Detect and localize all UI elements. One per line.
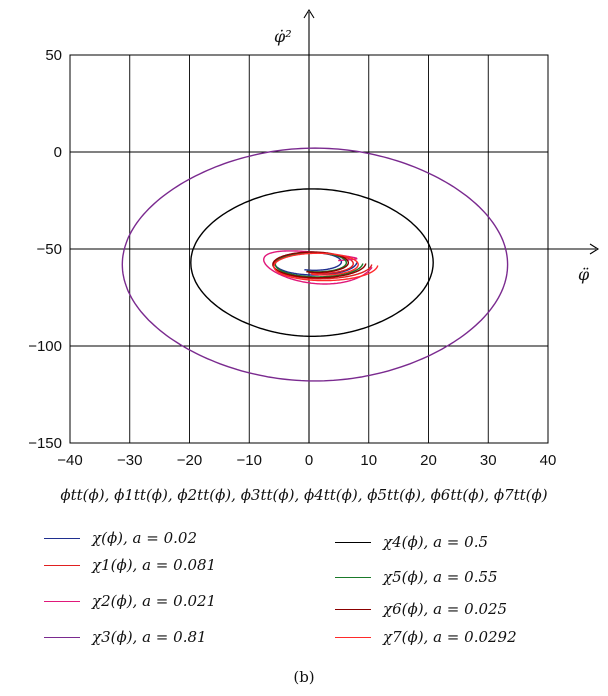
legend-label: χ1(ϕ), a = 0.081 <box>92 556 217 574</box>
legend-item: χ7(ϕ), a = 0.0292 <box>335 626 517 648</box>
legend-label: χ3(ϕ), a = 0.81 <box>92 628 207 646</box>
legend-label: χ7(ϕ), a = 0.0292 <box>383 628 517 646</box>
x-tick-label: −30 <box>117 452 142 469</box>
legend-swatch <box>335 636 371 638</box>
y-axis-label: φ̇² <box>274 27 292 46</box>
y-tick-label: −150 <box>28 435 62 452</box>
x-tick-label: −10 <box>237 452 262 469</box>
x-tick-label: 10 <box>360 452 377 469</box>
y-tick-label: 50 <box>45 47 62 64</box>
y-tick-label: −50 <box>37 241 62 258</box>
x-tick-label: 0 <box>305 452 313 469</box>
legend-label: χ5(ϕ), a = 0.55 <box>383 568 498 586</box>
legend-swatch <box>44 636 80 638</box>
legend-item: χ6(ϕ), a = 0.025 <box>335 598 507 620</box>
legend-swatch <box>44 537 80 539</box>
series-line-7 <box>273 252 379 282</box>
y-axis-arrow <box>303 8 315 19</box>
figure-caption: (b) <box>293 668 315 686</box>
legend-item: χ5(ϕ), a = 0.55 <box>335 566 498 588</box>
axes <box>70 8 600 443</box>
legend-swatch <box>44 600 80 602</box>
legend-label: χ2(ϕ), a = 0.021 <box>92 592 217 610</box>
x-axis-label: φ̈ <box>578 265 590 284</box>
series-line-6 <box>272 251 367 279</box>
series-line-3 <box>121 147 509 382</box>
series-line-2 <box>263 250 373 285</box>
legend-label: χ6(ϕ), a = 0.025 <box>383 600 508 618</box>
x-axis-arrow <box>589 243 600 255</box>
legend-label: χ4(ϕ), a = 0.5 <box>383 533 488 551</box>
x-tick-label: 30 <box>480 452 497 469</box>
y-tick-label: 0 <box>54 144 62 161</box>
legend-item: χ4(ϕ), a = 0.5 <box>335 531 488 553</box>
x-tick-label: 40 <box>540 452 557 469</box>
series-line-4 <box>190 188 434 337</box>
legend-swatch <box>335 608 371 610</box>
legend-item: χ(ϕ), a = 0.02 <box>44 527 197 549</box>
legend-item: χ3(ϕ), a = 0.81 <box>44 626 207 648</box>
legend-item: χ2(ϕ), a = 0.021 <box>44 590 216 612</box>
legend-item: χ1(ϕ), a = 0.081 <box>44 554 216 576</box>
y-tick-label: −100 <box>28 338 62 355</box>
legend-swatch <box>44 564 80 566</box>
legend-swatch <box>335 541 371 543</box>
series-layer <box>121 147 509 382</box>
x-tick-label: −40 <box>57 452 82 469</box>
legend-label: χ(ϕ), a = 0.02 <box>92 529 197 547</box>
x-tick-label: −20 <box>177 452 202 469</box>
x-tick-label: 20 <box>420 452 437 469</box>
legend-swatch <box>335 576 371 578</box>
x-axis-title: ϕtt(ϕ), ϕ1tt(ϕ), ϕ2tt(ϕ), ϕ3tt(ϕ), ϕ4tt(… <box>60 486 548 504</box>
series-line-5 <box>274 252 364 278</box>
